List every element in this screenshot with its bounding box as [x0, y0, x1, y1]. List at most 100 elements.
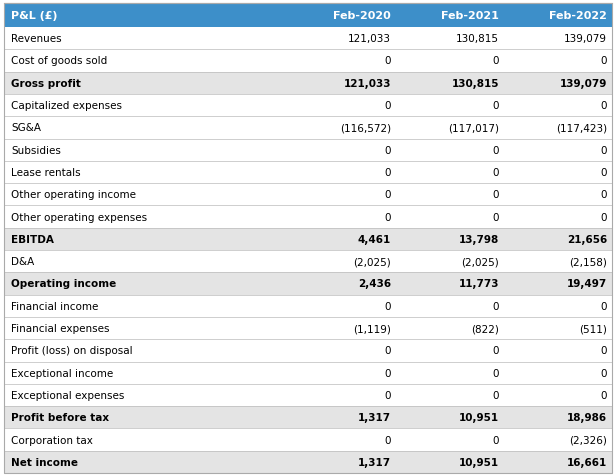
Text: 0: 0: [601, 301, 607, 311]
Text: Operating income: Operating income: [11, 279, 116, 289]
Text: 0: 0: [384, 390, 391, 400]
Text: Feb-2020: Feb-2020: [333, 11, 391, 21]
Text: D&A: D&A: [11, 257, 34, 267]
Text: 0: 0: [384, 101, 391, 111]
Text: 4,461: 4,461: [358, 234, 391, 244]
Bar: [4, 184, 612, 206]
Bar: [4, 139, 612, 161]
Text: 0: 0: [493, 212, 499, 222]
Text: (2,326): (2,326): [569, 435, 607, 445]
Bar: [4, 250, 612, 273]
Text: Feb-2022: Feb-2022: [549, 11, 607, 21]
Text: Other operating income: Other operating income: [11, 190, 136, 200]
Text: Profit before tax: Profit before tax: [11, 412, 109, 422]
Text: 0: 0: [384, 301, 391, 311]
Text: P&L (£): P&L (£): [11, 11, 57, 21]
Bar: [4, 295, 612, 317]
Text: 0: 0: [601, 368, 607, 378]
Text: 139,079: 139,079: [559, 79, 607, 89]
Bar: [4, 4, 612, 28]
Bar: [4, 273, 612, 295]
Text: 16,661: 16,661: [567, 457, 607, 467]
Bar: [4, 117, 612, 139]
Text: 0: 0: [493, 56, 499, 66]
Text: 0: 0: [384, 56, 391, 66]
Text: Feb-2021: Feb-2021: [441, 11, 499, 21]
Text: 0: 0: [601, 56, 607, 66]
Text: 139,079: 139,079: [564, 34, 607, 44]
Text: (2,025): (2,025): [461, 257, 499, 267]
Text: 0: 0: [601, 168, 607, 178]
Text: 0: 0: [384, 346, 391, 356]
Text: 13,798: 13,798: [459, 234, 499, 244]
Text: (2,025): (2,025): [353, 257, 391, 267]
Bar: [4, 28, 612, 50]
Text: 0: 0: [493, 301, 499, 311]
Bar: [4, 362, 612, 384]
Bar: [4, 50, 612, 72]
Text: 0: 0: [384, 190, 391, 200]
Text: (511): (511): [579, 323, 607, 333]
Text: 11,773: 11,773: [458, 279, 499, 289]
Text: Corporation tax: Corporation tax: [11, 435, 93, 445]
Text: 0: 0: [601, 101, 607, 111]
Text: (117,017): (117,017): [448, 123, 499, 133]
Text: Exceptional expenses: Exceptional expenses: [11, 390, 124, 400]
Text: 0: 0: [493, 190, 499, 200]
Text: 0: 0: [493, 368, 499, 378]
Text: 10,951: 10,951: [459, 457, 499, 467]
Text: 18,986: 18,986: [567, 412, 607, 422]
Bar: [4, 317, 612, 339]
Text: 0: 0: [493, 435, 499, 445]
Text: 0: 0: [384, 368, 391, 378]
Text: Revenues: Revenues: [11, 34, 62, 44]
Bar: [4, 206, 612, 228]
Text: 0: 0: [493, 346, 499, 356]
Text: 21,656: 21,656: [567, 234, 607, 244]
Text: (822): (822): [471, 323, 499, 333]
Text: SG&A: SG&A: [11, 123, 41, 133]
Text: 0: 0: [493, 101, 499, 111]
Text: EBITDA: EBITDA: [11, 234, 54, 244]
Text: Other operating expenses: Other operating expenses: [11, 212, 147, 222]
Text: 0: 0: [601, 190, 607, 200]
Text: 19,497: 19,497: [567, 279, 607, 289]
Bar: [4, 339, 612, 362]
Text: 121,033: 121,033: [344, 79, 391, 89]
Text: 0: 0: [384, 435, 391, 445]
Text: Cost of goods sold: Cost of goods sold: [11, 56, 107, 66]
Bar: [4, 451, 612, 473]
Text: (116,572): (116,572): [340, 123, 391, 133]
Text: Financial income: Financial income: [11, 301, 99, 311]
Text: 130,815: 130,815: [452, 79, 499, 89]
Text: (117,423): (117,423): [556, 123, 607, 133]
Text: (1,119): (1,119): [353, 323, 391, 333]
Text: 0: 0: [384, 212, 391, 222]
Text: 0: 0: [493, 145, 499, 155]
Bar: [4, 228, 612, 250]
Text: Net income: Net income: [11, 457, 78, 467]
Text: 10,951: 10,951: [459, 412, 499, 422]
Bar: [4, 95, 612, 117]
Text: 0: 0: [601, 390, 607, 400]
Text: 0: 0: [601, 212, 607, 222]
Bar: [4, 72, 612, 95]
Text: 0: 0: [493, 168, 499, 178]
Text: Financial expenses: Financial expenses: [11, 323, 110, 333]
Bar: [4, 406, 612, 428]
Text: Lease rentals: Lease rentals: [11, 168, 81, 178]
Text: Subsidies: Subsidies: [11, 145, 61, 155]
Text: 130,815: 130,815: [456, 34, 499, 44]
Bar: [4, 384, 612, 406]
Text: (2,158): (2,158): [569, 257, 607, 267]
Text: Capitalized expenses: Capitalized expenses: [11, 101, 122, 111]
Bar: [4, 428, 612, 451]
Bar: [4, 161, 612, 184]
Text: 0: 0: [384, 145, 391, 155]
Text: 2,436: 2,436: [358, 279, 391, 289]
Text: 0: 0: [601, 145, 607, 155]
Text: 0: 0: [384, 168, 391, 178]
Text: Gross profit: Gross profit: [11, 79, 81, 89]
Text: 121,033: 121,033: [348, 34, 391, 44]
Text: 0: 0: [601, 346, 607, 356]
